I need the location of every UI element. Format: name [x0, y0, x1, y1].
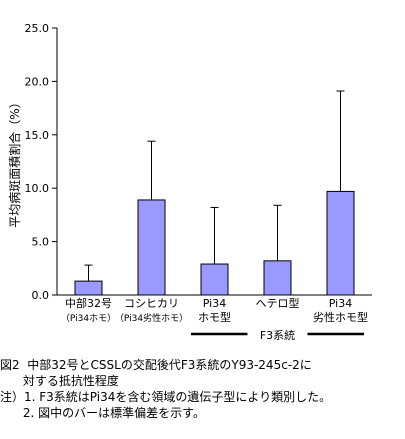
y-tick-label: 15.0	[25, 129, 50, 142]
x-tick-label: 劣性ホモ型	[313, 310, 368, 324]
caption-line-3: 注）1. F3系統はPi34を含む領域の遺伝子型により類別した。	[0, 390, 332, 404]
caption-line-2: 対する抵抗性程度	[0, 374, 119, 388]
bar	[74, 280, 103, 296]
y-axis-label: 平均病斑面積割合（%）	[7, 96, 22, 227]
x-tick-label: コシヒカリ	[124, 297, 179, 310]
x-tick-label: ヘテロ型	[256, 296, 300, 310]
x-tick-label: Pi34	[203, 297, 226, 310]
y-tick-label: 20.0	[25, 75, 50, 88]
bar-chart: 平均病斑面積割合（%） 0.0 5.0 10.0 15.0 20.0 25.0 中部32号…	[7, 22, 372, 342]
caption-line-1: 図2 中部32号とCSSLの交配後代F3系統のY93-245c-2に	[0, 358, 312, 372]
bar	[200, 263, 229, 296]
bar	[326, 190, 355, 296]
bars	[74, 190, 355, 296]
y-tick-label: 25.0	[25, 22, 50, 35]
y-tick-label: 0.0	[32, 289, 50, 302]
f3-group: F3系統	[191, 326, 364, 342]
group-label-bg	[247, 326, 308, 342]
bar	[263, 260, 292, 296]
y-tick-label: 10.0	[25, 182, 50, 195]
caption-line-4: 2. 図中のバーは標準偏差を示す。	[0, 406, 205, 420]
y-axis: 0.0 5.0 10.0 15.0 20.0 25.0	[25, 22, 372, 302]
x-tick-label: Pi34	[329, 297, 352, 310]
error-bars	[84, 90, 345, 282]
x-tick-label: ホモ型	[198, 310, 231, 324]
group-label: F3系統	[260, 328, 295, 342]
x-tick-label: 中部32号	[65, 296, 112, 310]
x-tick-label: （Pi34劣性ホモ）	[115, 312, 188, 324]
x-tick-label: （Pi34ホモ）	[61, 313, 116, 324]
bar	[137, 199, 166, 296]
y-tick-label: 5.0	[32, 236, 50, 249]
